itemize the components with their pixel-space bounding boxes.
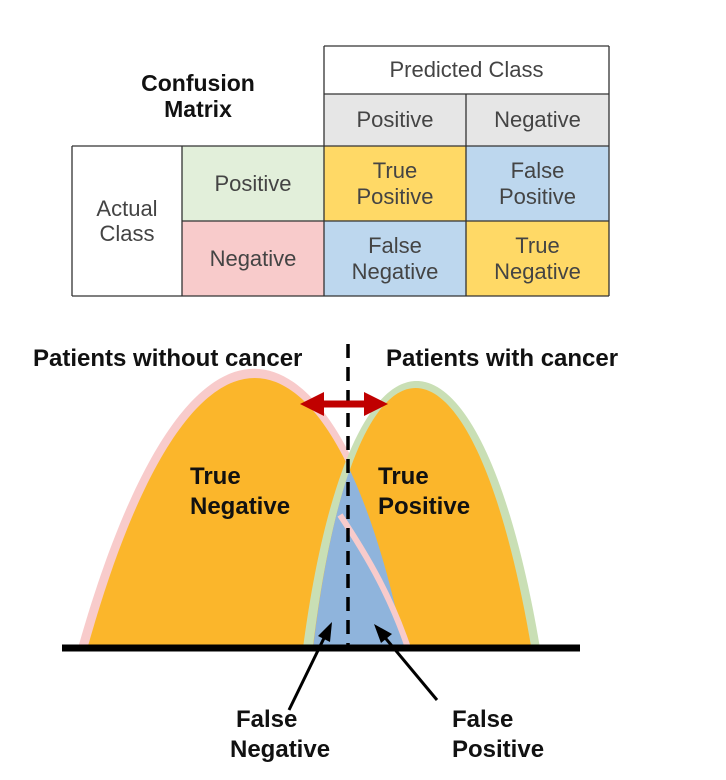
tn-curve-label-line2: Negative <box>190 493 290 520</box>
tn-line2: Negative <box>494 258 581 284</box>
true-positive-cell: True Positive <box>324 146 466 221</box>
fn-line1: False <box>368 233 422 259</box>
predicted-negative-header: Negative <box>466 94 609 146</box>
actual-class-line2: Class <box>99 221 155 246</box>
tp-curve-label-line1: True <box>378 463 429 490</box>
fn-bottom-label-line1: False <box>236 706 297 733</box>
shift-arrow-right-head <box>364 392 388 416</box>
fp-line2: Positive <box>498 183 577 209</box>
negative-curve-edge <box>337 513 411 649</box>
matrix-title-line1: Confusion <box>141 69 255 96</box>
fp-line1: False <box>510 158 565 184</box>
right-population-label: Patients with cancer <box>386 345 618 372</box>
false-negative-cell: False Negative <box>324 221 466 296</box>
predicted-class-header: Predicted Class <box>389 57 544 83</box>
fp-pointer-arrow <box>374 624 439 701</box>
matrix-title: Confusion Matrix <box>72 46 324 146</box>
fp-bottom-label-line2: Positive <box>452 736 544 763</box>
actual-class-header: Actual Class <box>72 146 182 296</box>
predicted-positive-header: Positive <box>324 94 466 146</box>
matrix-title-line2: Matrix <box>164 96 232 122</box>
false-positive-cell: False Positive <box>466 146 609 221</box>
actual-class-line1: Actual <box>96 195 158 221</box>
fn-bottom-label-line2: Negative <box>230 736 330 763</box>
shift-arrow-left-head <box>300 392 324 416</box>
tn-curve-label-line1: True <box>190 463 241 490</box>
fn-line2: Negative <box>351 258 439 284</box>
shift-arrow <box>300 392 388 416</box>
true-negative-cell: True Negative <box>466 221 609 296</box>
tp-line2: Positive <box>356 183 434 209</box>
tp-line1: True <box>372 158 418 184</box>
fn-pointer-arrow <box>287 622 332 711</box>
matrix-grid <box>71 45 610 297</box>
left-population-label: Patients without cancer <box>33 345 302 372</box>
tn-line1: True <box>515 233 560 259</box>
tp-curve-label-line2: Positive <box>378 493 470 520</box>
fp-bottom-label-line1: False <box>452 706 513 733</box>
actual-negative-header: Negative <box>182 221 324 296</box>
actual-positive-header: Positive <box>182 146 324 221</box>
